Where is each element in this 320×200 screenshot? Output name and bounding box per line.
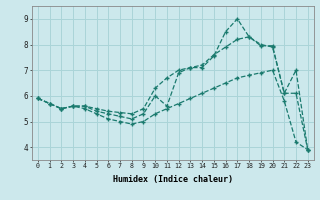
X-axis label: Humidex (Indice chaleur): Humidex (Indice chaleur) xyxy=(113,175,233,184)
